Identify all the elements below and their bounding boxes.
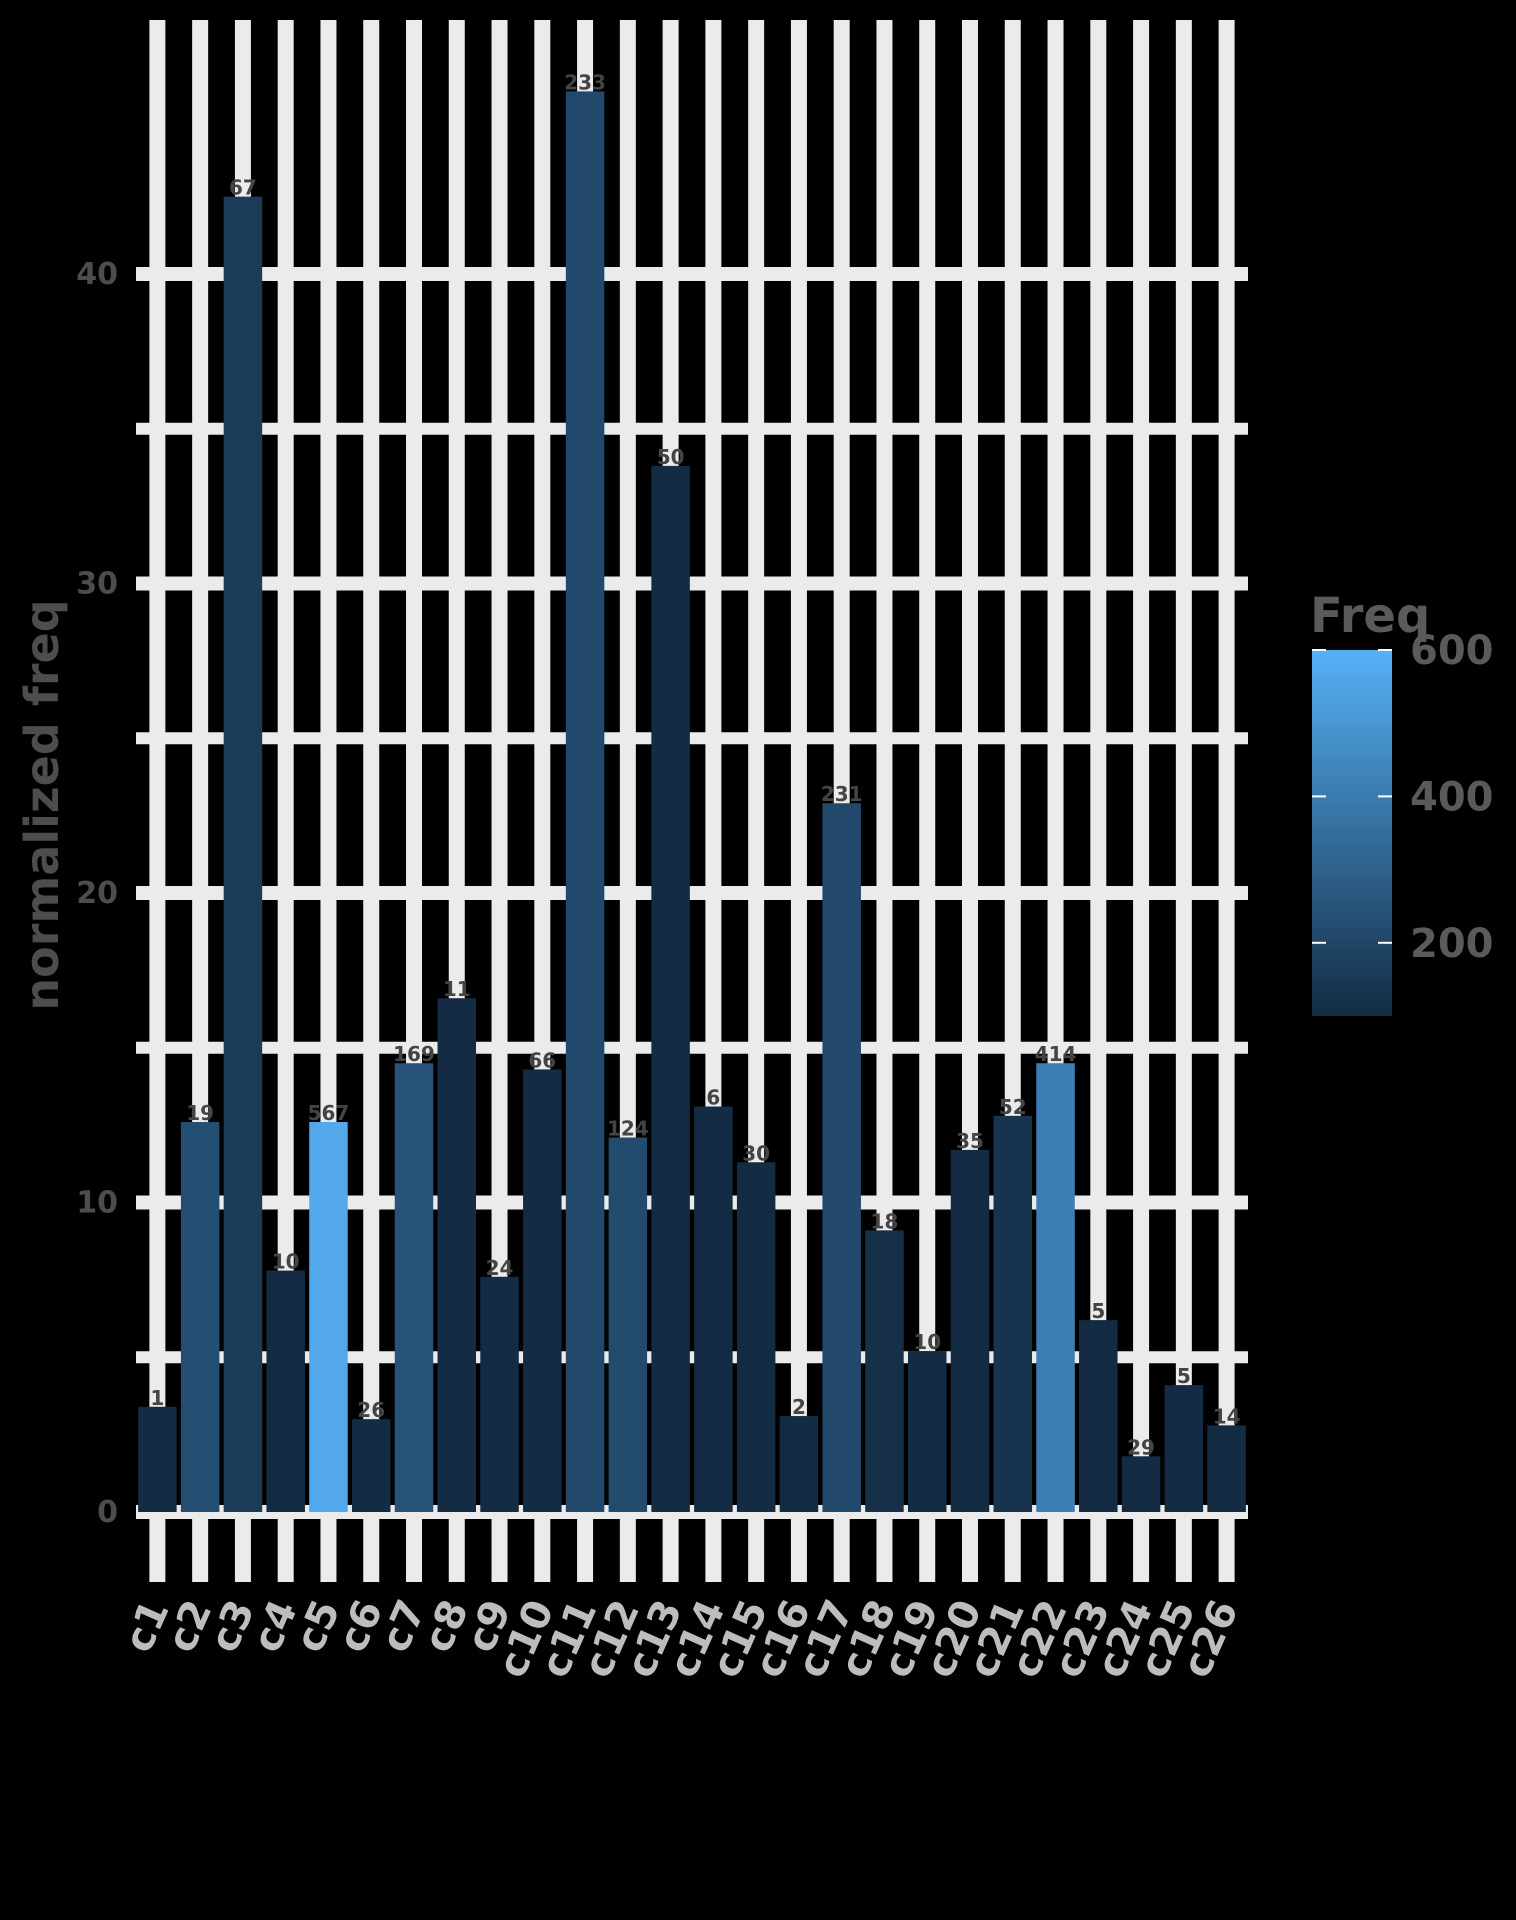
bar-value-label: 567 xyxy=(308,1101,350,1125)
bar-value-label: 66 xyxy=(528,1048,556,1072)
bar xyxy=(908,1351,946,1512)
bar xyxy=(480,1277,518,1512)
bar xyxy=(951,1150,989,1512)
bar xyxy=(523,1069,561,1512)
bar-value-label: 6 xyxy=(706,1086,720,1110)
y-tick-label: 10 xyxy=(76,1186,118,1221)
bar-value-label: 24 xyxy=(486,1256,514,1280)
bar-value-label: 10 xyxy=(272,1250,300,1274)
legend-tick-label: 600 xyxy=(1410,628,1494,674)
bar-value-label: 1 xyxy=(150,1386,164,1410)
bar-value-label: 5 xyxy=(1177,1364,1191,1388)
bar xyxy=(1165,1385,1203,1512)
bar xyxy=(438,998,476,1512)
bar xyxy=(865,1230,903,1512)
y-tick-label: 0 xyxy=(97,1495,118,1530)
bar-value-label: 14 xyxy=(1213,1404,1241,1428)
bar-value-label: 414 xyxy=(1035,1042,1077,1066)
bar xyxy=(651,466,689,1512)
bar xyxy=(138,1407,176,1512)
y-tick-label: 40 xyxy=(76,257,118,292)
bar xyxy=(309,1122,347,1512)
bar-value-label: 26 xyxy=(357,1398,385,1422)
bar-value-label: 50 xyxy=(657,445,685,469)
bar-value-label: 10 xyxy=(913,1330,941,1354)
bar xyxy=(181,1122,219,1512)
bar-value-label: 19 xyxy=(186,1101,214,1125)
bar-value-label: 30 xyxy=(742,1141,770,1165)
bar-value-label: 124 xyxy=(607,1117,649,1141)
bar-value-label: 169 xyxy=(393,1042,435,1066)
bar xyxy=(566,91,604,1512)
y-tick-label: 20 xyxy=(76,876,118,911)
bar-value-label: 231 xyxy=(821,782,863,806)
legend-tick-label: 400 xyxy=(1410,774,1494,820)
bar-value-label: 29 xyxy=(1127,1435,1155,1459)
bar xyxy=(694,1107,732,1512)
bar xyxy=(1036,1063,1074,1512)
bar xyxy=(395,1063,433,1512)
bar xyxy=(1122,1456,1160,1512)
bar-value-label: 233 xyxy=(564,70,606,94)
bar xyxy=(352,1419,390,1512)
legend-color-bar xyxy=(1312,650,1392,1016)
bar-value-label: 2 xyxy=(792,1395,806,1419)
bar xyxy=(224,197,262,1512)
bar-value-label: 52 xyxy=(999,1095,1027,1119)
bar xyxy=(780,1416,818,1512)
bar xyxy=(737,1162,775,1512)
y-axis-title: normalized freq xyxy=(15,599,69,1010)
bar-value-label: 67 xyxy=(229,176,257,200)
bar xyxy=(1079,1320,1117,1512)
bar-value-label: 11 xyxy=(443,977,471,1001)
legend-tick-label: 200 xyxy=(1410,921,1494,967)
bar-value-label: 18 xyxy=(871,1209,899,1233)
bar-value-label: 35 xyxy=(956,1129,984,1153)
bar xyxy=(994,1116,1032,1512)
bar-value-label: 5 xyxy=(1091,1299,1105,1323)
bar xyxy=(266,1271,304,1512)
y-tick-label: 30 xyxy=(76,567,118,602)
bar xyxy=(1207,1425,1245,1512)
bar xyxy=(609,1138,647,1512)
bar xyxy=(822,803,860,1512)
